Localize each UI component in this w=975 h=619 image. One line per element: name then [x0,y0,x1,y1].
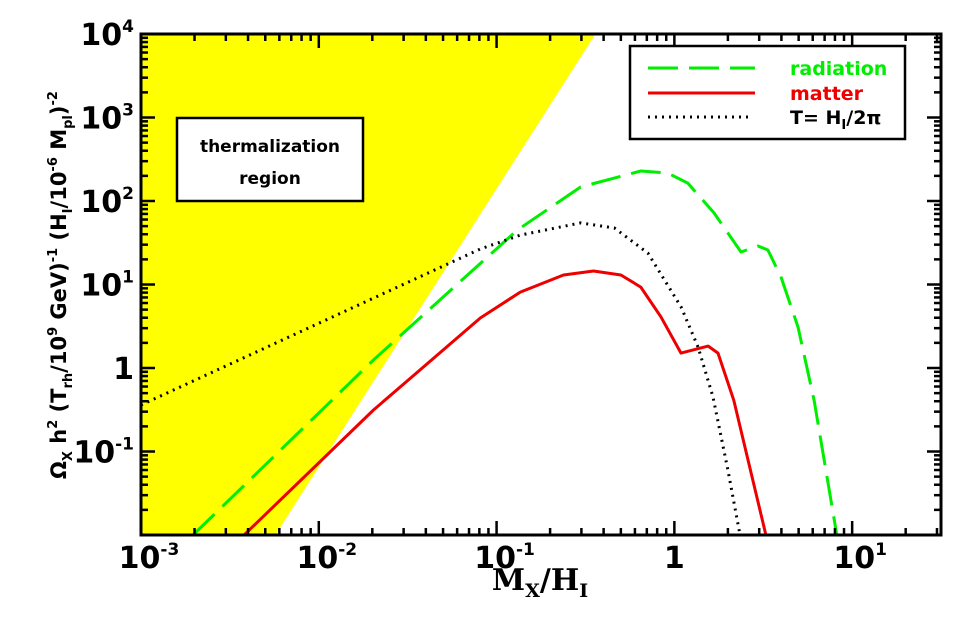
y-axis-title-part: h [47,429,71,451]
y-axis-title-part: rh [61,373,76,389]
x-tick-label: 10-2 [296,540,357,576]
y-axis-title-part: GeV) [47,262,71,327]
legend-matter-label: matter [790,83,864,105]
thermalization-region [141,34,596,535]
y-axis-title-part: (T [47,388,71,420]
plot-frame [139,32,943,537]
y-axis-title-part: 2 [46,420,61,429]
y-axis-title-part: -1 [46,248,61,262]
y-axis-title-part: X [61,451,76,461]
y-axis-title-part: I [61,208,76,213]
y-axis-title-part: ) [47,106,71,116]
y-tick-label: 104 [80,17,134,53]
series-line-dashed [191,169,839,537]
y-axis-title-part: Ω [47,461,71,479]
x-tick-label: 10-3 [119,540,180,576]
y-axis-title-part: 9 [46,327,61,336]
y-tick-label: 10-1 [73,435,134,471]
x-tick-label: 10-1 [474,540,535,576]
legend: radiation matter T= HI/2π [628,44,907,141]
region-label-box: thermalization region [175,116,365,203]
series-line-dotted [140,221,742,536]
y-axis-title-part: M [47,129,71,157]
y-tick-label: 102 [80,184,134,220]
series-line-solid [243,269,768,537]
legend-radiation-label: radiation [790,58,887,80]
region-label-line1: thermalization [200,137,340,157]
x-tick-label: 101 [833,540,887,576]
series-layer [140,169,839,537]
y-tick-label: 103 [80,101,134,137]
y-axis-title: ΩX​ h2​ (Trh​/109​ GeV)-1​ (HI​/10-6​ Mp… [46,91,76,479]
y-axis-title-part: /10 [47,336,71,373]
y-tick-label: 1 [113,352,134,387]
y-axis-title-part: -2 [46,91,61,105]
x-axis-title: MX/HI [492,563,588,602]
y-tick-label: 101 [80,268,134,304]
region-label-line2: region [239,169,301,189]
y-axis-title-part: (H [47,213,71,247]
y-axis-title-part: -6 [46,157,61,171]
x-tick-label: 1 [664,541,685,576]
y-axis-title-part: /10 [47,172,71,209]
legend-temperature-label: T= HI/2π [790,107,881,133]
y-axis-title-part: pl [61,115,76,129]
